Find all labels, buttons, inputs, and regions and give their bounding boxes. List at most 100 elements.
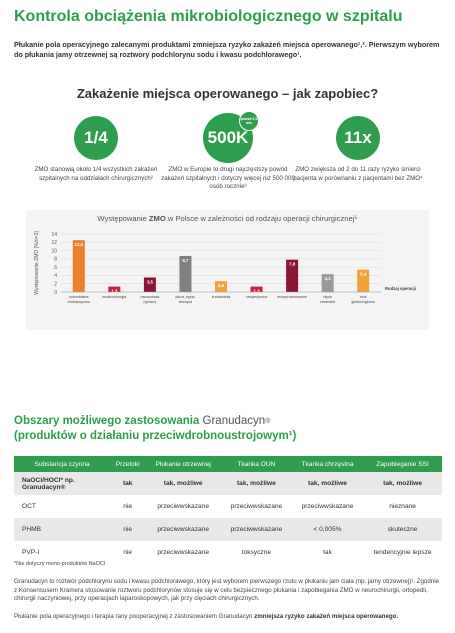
table-cell: tak, możliwe (236, 480, 276, 487)
table-cell: nie (123, 503, 133, 510)
table-cell: PHMB (22, 526, 42, 533)
stat-description: ZMO zwiększa od 2 do 11 razy ryzyko śmie… (293, 166, 423, 182)
table-cell: PVP-I (22, 549, 40, 556)
x-tick-label: naczyniowa (140, 295, 159, 299)
stat-11x: 11x ZMO zwiększa od 2 do 11 razy ryzyko … (288, 116, 428, 183)
table-cell: przeciwwskazane (230, 503, 283, 510)
areas-heading-subtext: (produktów o działaniu przeciwdrobnoustr… (14, 430, 297, 442)
y-axis-label: Występowanie ZMO [%/n=2] (34, 231, 40, 295)
table-cell: tak (323, 549, 332, 556)
x-tick-label: cesarskie (320, 300, 335, 304)
legend-label: Rodzaj operacji (385, 286, 416, 291)
table-cell: przeciwwskazane (301, 503, 354, 510)
bar-value-label: 3,5 (147, 280, 154, 285)
chart-panel: Występowanie ZMO w Polsce w zależności o… (26, 210, 429, 330)
table-row: PVP-I nie przeciwwskazane toksyczne tak tende… (14, 541, 442, 564)
table-cell: toksyczne (241, 549, 272, 556)
table-row: OCT nie przeciwwskazane przeciwwskazane prze… (14, 495, 442, 518)
x-tick-label: cięcie (323, 295, 332, 299)
y-tick-label: 14 (51, 232, 57, 238)
bar (250, 286, 263, 292)
bar (179, 255, 192, 292)
intro-text: Płukanie pola operacyjnego zalecanymi pr… (14, 40, 440, 59)
bar-chart: 0 2 4 6 8 10 12 14 Występowanie ZMO [%/n=2] 12,5 k… (34, 231, 416, 304)
x-tick-label: (tętnice) (143, 300, 156, 304)
y-tick-label: 0 (54, 290, 57, 296)
bar-value-label: 12,5 (75, 242, 84, 247)
x-tick-label: ginekologiczne (351, 300, 375, 304)
table-cell: przeciwwskazane (157, 526, 210, 533)
x-tick-label: inne (360, 295, 367, 299)
table-cell: nie (123, 526, 133, 533)
y-tick-label: 12 (51, 240, 57, 246)
bar (72, 240, 85, 292)
table-cell: tak, możliwe (383, 480, 422, 487)
table-row: NaOCl/HOCl* np. Granudacyn® tak tak, możli… (14, 472, 442, 495)
table-cell: NaOCl/HOCl* np. Granudacyn® (22, 476, 75, 491)
page-title: Kontrola obciążenia mikrobiologicznego w… (14, 8, 403, 25)
bar (357, 269, 370, 292)
table-header-cell: Zapobieganie SSI (363, 456, 442, 472)
paragraph-bold: zmniejsza ryzyko zakażeń miejsca operowa… (252, 613, 399, 620)
bar (108, 286, 121, 292)
footnote: *Nie dotyczy mono-produktów NaOCl (14, 561, 106, 567)
table-cell: przeciwwskazane (157, 549, 210, 556)
stat-circle: 11x (336, 116, 380, 160)
stat-value: 1/4 (84, 128, 108, 147)
x-tick-label: kraniotomia (212, 295, 231, 299)
table-header-cell: Substancja czynna (14, 456, 110, 472)
stat-circle: 500K ponad 0,5 mln (203, 111, 259, 163)
areas-heading-text: Obszary możliwego zastosowania (14, 415, 200, 427)
table-cell: tendencyjnie lepsze (373, 549, 432, 556)
stat-value: 500K (207, 128, 249, 147)
bar (215, 281, 227, 292)
table-cell: tak (122, 480, 133, 487)
bar-value-label: 4,3 (325, 276, 332, 281)
chart-title-part: w Polsce w zależności od rodzaju operacj… (165, 214, 358, 223)
bar (286, 259, 299, 292)
comparison-table: Substancja czynna Przetoki Płukanie otrzew… (14, 456, 442, 564)
table-cell: nieznane (389, 503, 416, 510)
bar-value-label: 7,8 (289, 262, 296, 267)
table-header-cell: Płukanie otrzewnej (145, 456, 221, 472)
table-cell: nie (123, 549, 133, 556)
table-cell: tak, możliwe (308, 480, 347, 487)
y-tick-label: 6 (54, 265, 57, 271)
table-cell: przeciwwskazane (230, 526, 283, 533)
stat-500k: 500K ponad 0,5 mln ZMO w Europie to drug… (158, 111, 298, 192)
y-tick-label: 2 (54, 282, 57, 288)
bar-value-label: 1,3 (111, 289, 118, 294)
chart-title-bold: ZMO (148, 214, 166, 223)
paragraph-text: Płukanie pola operacyjnego i terapia ran… (14, 613, 253, 620)
x-tick-label: endoskopowa (68, 300, 90, 304)
bar-value-label: 8,7 (182, 258, 189, 263)
paragraph-granudacyn: Granudacyn to roztwór podchlorynu sodu i… (14, 578, 440, 603)
brand-name: Granudacyn (202, 415, 266, 427)
table-cell: skuteczne (387, 526, 418, 533)
stat-quarter: 1/4 ZMO stanowią około 1/4 wszystkich za… (26, 116, 166, 183)
section-subheading: Zakażenie miejsca operowanego – jak zapo… (76, 86, 379, 101)
stat-circle: 1/4 (74, 116, 118, 160)
stat-value: 11x (344, 128, 372, 147)
x-tick-label: kolorektalna (69, 295, 88, 299)
bar-value-label: 2,6 (218, 283, 225, 288)
y-tick-label: 4 (54, 273, 57, 279)
x-tick-label: endoprotezowanie (277, 295, 306, 299)
bar-value-label: 5,4 (360, 272, 367, 277)
trademark-mark: ® (265, 418, 271, 425)
table-cell: tak, możliwe (163, 480, 203, 487)
paragraph-conclusion: Płukanie pola operacyjnego i terapia ran… (14, 613, 442, 622)
x-tick-label: tarczyca (179, 300, 192, 304)
x-tick-label: płuca, wyrja, (175, 295, 195, 299)
table-header-cell: Tkanka chrzęstna (291, 456, 364, 472)
chart-title: Występowanie ZMO w Polsce w zależności o… (26, 214, 429, 223)
table-cell: < 0,005% (313, 526, 342, 533)
x-tick-label: ortopedyczna (246, 295, 268, 299)
table-header-cell: Tkanka OUN (220, 456, 292, 472)
table-cell: OCT (22, 503, 36, 510)
y-tick-label: 8 (54, 257, 57, 263)
table-row: PHMB nie przeciwwskazane przeciwwskazane < 0… (14, 518, 442, 541)
table-header-cell: Przetoki (110, 456, 146, 472)
bar (143, 277, 156, 292)
stat-description: ZMO w Europie to drugi najczęstszy powód… (161, 166, 295, 190)
